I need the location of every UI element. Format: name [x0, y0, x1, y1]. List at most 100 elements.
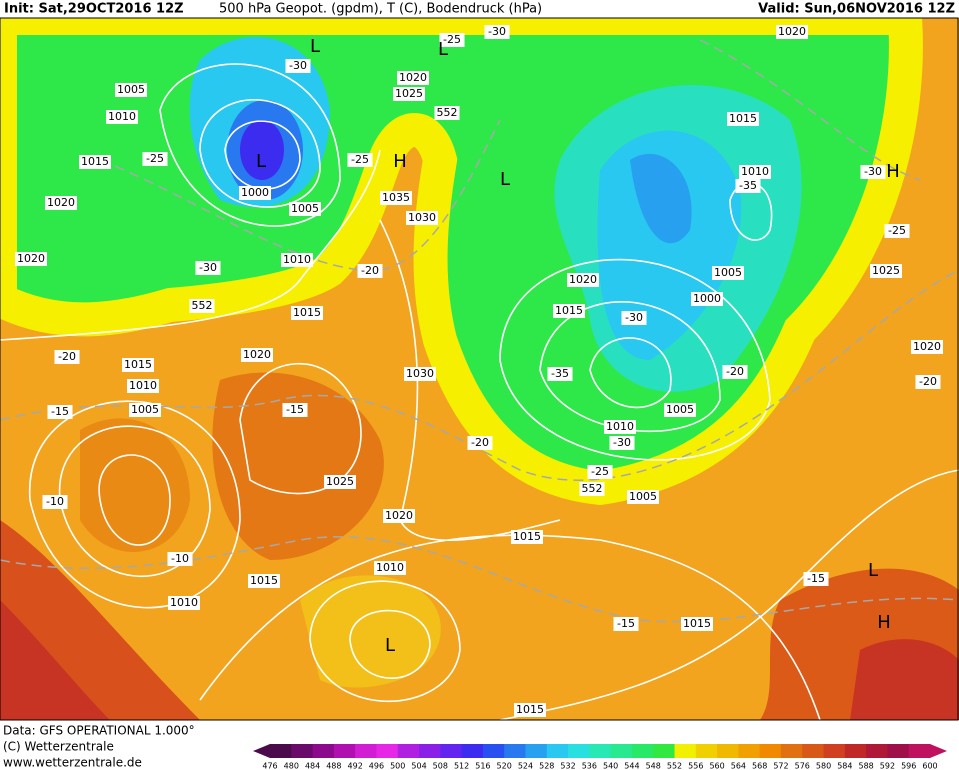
colorbar-tick-label: 516: [475, 762, 490, 770]
pressure-center: L: [868, 560, 878, 581]
colorbar-swatch: [568, 744, 590, 758]
isobar: [58, 425, 211, 578]
data-source: Data: GFS OPERATIONAL 1.000°: [3, 724, 195, 738]
isobar: [589, 337, 672, 409]
contour-label: 1000: [241, 186, 269, 199]
contour-label: 1005: [629, 490, 657, 503]
colorbar-swatch: [738, 744, 761, 758]
label-box: [484, 25, 510, 39]
contour-label: 1010: [376, 561, 404, 574]
valid-time: Valid: Sun,06NOV2016 12Z: [758, 2, 955, 17]
colorbar-tick-label: 480: [284, 762, 299, 770]
label-box: [514, 703, 546, 717]
label-box: [324, 475, 356, 489]
contour-label: -30: [488, 25, 506, 38]
website: www.wetterzentrale.de: [3, 756, 142, 770]
copyright: (C) Wetterzentrale: [3, 740, 114, 754]
isobar: [98, 454, 171, 546]
label-box: [374, 561, 406, 575]
label-box: [189, 299, 215, 313]
label-box: [579, 482, 605, 496]
contour-label: -10: [46, 495, 64, 508]
colorbar-tick-label: 596: [901, 762, 916, 770]
colorbar-tick-label: 572: [773, 762, 788, 770]
contour-label: -25: [146, 152, 164, 165]
cold-core: [240, 120, 284, 180]
contour-label: 1020: [778, 25, 806, 38]
contour-label: 1005: [291, 202, 319, 215]
colorbar-swatch: [908, 744, 931, 758]
colorbar-tick-label: 496: [369, 762, 384, 770]
colorbar-swatch: [270, 744, 292, 758]
label-box: [712, 266, 744, 280]
colorbar-arrow: [253, 744, 270, 758]
label-box: [195, 261, 221, 275]
label-box: [911, 340, 943, 354]
contour-label: 1015: [729, 112, 757, 125]
colorbar-tick-label: 536: [582, 762, 597, 770]
label-box: [727, 112, 759, 126]
contour-label: -25: [888, 224, 906, 237]
label-box: [115, 83, 147, 97]
colorbar-tick-label: 568: [752, 762, 767, 770]
colorbar-tick-label: 532: [560, 762, 575, 770]
colorbar-swatch: [525, 744, 548, 758]
label-box: [691, 292, 723, 306]
contour-label: 1015: [516, 703, 544, 716]
contour-label: -15: [286, 403, 304, 416]
colorbar-tick-label: 544: [624, 762, 639, 770]
colorbar-tick-label: 528: [539, 762, 554, 770]
isobar: [499, 469, 959, 720]
label-box: [627, 490, 659, 504]
label-box: [609, 436, 635, 450]
contour-label: 1030: [406, 367, 434, 380]
contour-label: 1015: [683, 617, 711, 630]
colorbar-swatch: [397, 744, 420, 758]
contour-label: -20: [58, 350, 76, 363]
colorbar-tick-label: 560: [709, 762, 724, 770]
contour-label: 1000: [693, 292, 721, 305]
label-box: [553, 304, 585, 318]
isobar: [159, 63, 341, 227]
label-box: [681, 617, 713, 631]
contour-label: -25: [443, 33, 461, 46]
colorbar-swatch: [333, 744, 356, 758]
pressure-center: L: [438, 39, 448, 60]
colorbar-tick-label: 492: [348, 762, 363, 770]
colorbar-tick-label: 540: [603, 762, 618, 770]
label-box: [45, 196, 77, 210]
label-box: [434, 106, 460, 120]
isobar: [224, 120, 301, 190]
pressure-center: H: [886, 161, 900, 182]
pressure-center: L: [256, 151, 266, 172]
label-box: [248, 574, 280, 588]
label-box: [241, 348, 273, 362]
colorbar-swatch: [291, 744, 314, 758]
contour-label: 552: [582, 482, 603, 495]
warm-area: [0, 600, 110, 720]
contour-label: -30: [864, 165, 882, 178]
label-box: [47, 405, 73, 419]
colorbar-swatch: [759, 744, 782, 758]
label-box: [282, 403, 308, 417]
label-box: [776, 25, 808, 39]
colorbar-tick-label: 500: [390, 762, 405, 770]
label-box: [511, 530, 543, 544]
label-box: [42, 495, 68, 509]
colorbar-swatch: [695, 744, 718, 758]
colorbar-tick-label: 556: [688, 762, 703, 770]
contour-label: 1010: [170, 596, 198, 609]
isobar: [499, 258, 771, 461]
colorbar-tick-label: 484: [305, 762, 320, 770]
colorbar-tick-label: 564: [731, 762, 746, 770]
contour-label: 1025: [872, 264, 900, 277]
colorbar-swatch: [866, 744, 888, 758]
colorbar-swatch: [717, 744, 739, 758]
colorbar-tick-label: 576: [795, 762, 810, 770]
contour-label: 1020: [243, 348, 271, 361]
isobar: [199, 534, 821, 720]
colorbar-swatch: [823, 744, 846, 758]
label-box: [613, 617, 639, 631]
